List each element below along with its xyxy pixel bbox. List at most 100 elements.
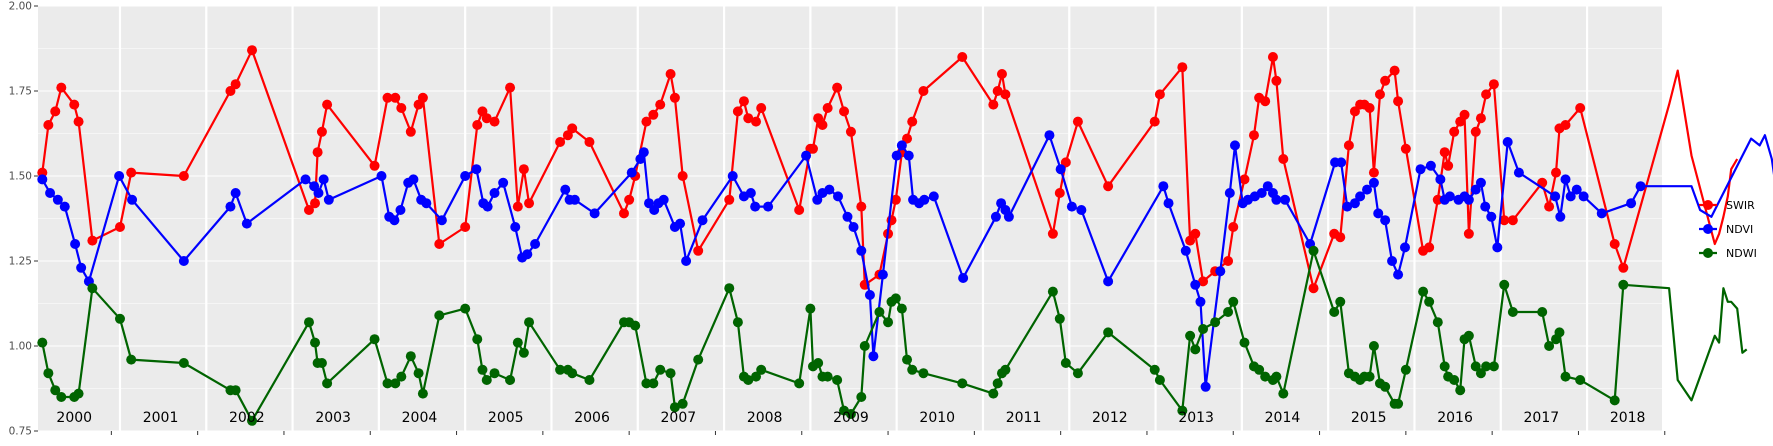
ndvi-point bbox=[1435, 174, 1446, 185]
ndwi-point bbox=[310, 337, 321, 348]
ndwi-point bbox=[1047, 286, 1058, 297]
swir-point bbox=[518, 164, 529, 175]
y-tick-label: 1.75 bbox=[9, 86, 32, 98]
swir-point bbox=[50, 106, 61, 117]
ndwi-point bbox=[751, 371, 762, 382]
swir-point bbox=[114, 222, 125, 232]
swir-point bbox=[1575, 103, 1586, 113]
y-tick-label: 2.00 bbox=[9, 1, 32, 13]
swir-point bbox=[382, 92, 393, 103]
year-label: 2015 bbox=[1351, 410, 1387, 426]
ndvi-point bbox=[801, 150, 812, 161]
swir-point bbox=[1400, 143, 1411, 154]
ndvi-point bbox=[510, 222, 521, 232]
ndwi-point bbox=[1400, 364, 1411, 375]
ndwi-point bbox=[756, 364, 767, 375]
ndwi-point bbox=[489, 368, 500, 379]
ndwi-point bbox=[845, 409, 856, 419]
y-axis: 0.75 1.00 1.25 1.50 1.75 2.00 bbox=[9, 1, 1666, 438]
swir-point bbox=[1439, 147, 1450, 158]
ndvi-point bbox=[589, 208, 600, 219]
swir-point bbox=[1278, 154, 1289, 164]
swir-point bbox=[481, 113, 492, 124]
ndwi-point bbox=[405, 351, 416, 362]
ndwi-point bbox=[1432, 317, 1443, 328]
ndwi-point bbox=[512, 337, 523, 348]
ndvi-point bbox=[1560, 174, 1571, 185]
swir-point bbox=[1364, 103, 1375, 113]
ndvi-point bbox=[626, 167, 637, 178]
ndwi-point bbox=[505, 375, 516, 385]
ndvi-point bbox=[1368, 177, 1379, 188]
swir-point bbox=[472, 120, 483, 130]
ndvi-point bbox=[877, 269, 888, 280]
ndvi-point bbox=[1158, 181, 1169, 192]
ndwi-point bbox=[918, 368, 929, 379]
swir-point bbox=[992, 86, 1003, 96]
ndvi-point bbox=[1513, 167, 1524, 178]
ndvi-point bbox=[1224, 188, 1235, 198]
ndvi-point bbox=[1635, 181, 1646, 192]
ndvi-point bbox=[896, 140, 907, 151]
ndwi-point bbox=[1335, 296, 1346, 307]
ndwi-point bbox=[417, 388, 428, 399]
swir-point bbox=[890, 194, 901, 205]
year-label: 2004 bbox=[402, 410, 438, 426]
ndwi-point bbox=[460, 303, 471, 314]
swir-point bbox=[677, 171, 688, 181]
legend-key-point bbox=[1703, 248, 1713, 258]
ndwi-point bbox=[1449, 375, 1460, 385]
ndvi-point bbox=[52, 194, 63, 205]
ndvi-point bbox=[1215, 266, 1226, 277]
ndwi-point bbox=[1223, 307, 1234, 317]
ndwi-point bbox=[724, 283, 735, 294]
swir-point bbox=[225, 86, 236, 96]
ndwi-point bbox=[665, 368, 676, 379]
ndvi-point bbox=[1271, 194, 1282, 205]
ndvi-point bbox=[230, 188, 241, 198]
ndvi-point bbox=[1578, 191, 1589, 202]
ndwi-point bbox=[805, 303, 816, 314]
year-label: 2001 bbox=[143, 410, 179, 426]
swir-point bbox=[624, 194, 635, 205]
swir-point bbox=[1190, 228, 1201, 239]
ndwi-point bbox=[73, 388, 84, 399]
ndvi-point bbox=[990, 211, 1001, 222]
ndwi-point bbox=[1575, 375, 1586, 385]
ndwi-point bbox=[230, 385, 241, 396]
ndvi-point bbox=[1470, 184, 1481, 195]
swir-point bbox=[817, 120, 828, 130]
swir-point bbox=[1349, 106, 1360, 117]
ndwi-point bbox=[1544, 341, 1555, 351]
swir-point bbox=[1609, 239, 1620, 249]
swir-point bbox=[1308, 283, 1319, 294]
swir-point bbox=[178, 171, 189, 181]
ndwi-point bbox=[1072, 368, 1083, 379]
ndvi-point bbox=[1262, 181, 1273, 192]
ndwi-point bbox=[630, 320, 641, 331]
ndvi-point bbox=[1076, 205, 1087, 215]
swir-point bbox=[1459, 109, 1470, 120]
ndvi-point bbox=[903, 150, 914, 161]
swir-point bbox=[839, 106, 850, 117]
ndwi-point bbox=[693, 354, 704, 365]
ndwi-point bbox=[677, 398, 688, 409]
year-label: 2011 bbox=[1006, 410, 1042, 426]
year-label: 2010 bbox=[919, 410, 955, 426]
swir-point bbox=[1103, 181, 1114, 192]
swir-point bbox=[310, 198, 321, 209]
ndvi-point bbox=[45, 188, 56, 198]
year-label: 2017 bbox=[1524, 410, 1560, 426]
ndvi-point bbox=[313, 188, 324, 198]
ndwi-point bbox=[1424, 296, 1435, 307]
swir-point bbox=[1149, 116, 1160, 127]
ndwi-point bbox=[1308, 245, 1319, 256]
ndvi-point bbox=[76, 262, 87, 273]
ndwi-point bbox=[1190, 344, 1201, 355]
ndwi-point bbox=[732, 317, 743, 328]
ndvi-point bbox=[675, 218, 686, 229]
legend-key-point bbox=[1703, 200, 1713, 210]
ndvi-point bbox=[1475, 177, 1486, 188]
swir-point bbox=[460, 222, 471, 232]
